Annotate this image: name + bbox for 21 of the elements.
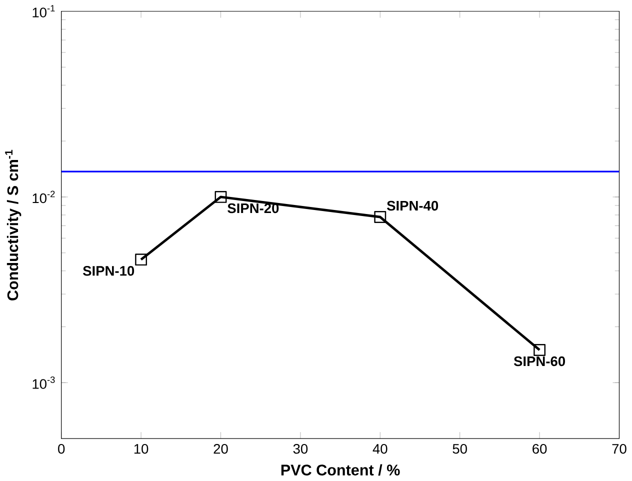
x-axis-title: PVC Content / % <box>281 464 400 476</box>
x-tick-label: 50 <box>452 444 467 454</box>
annotation: SIPN-60 <box>514 356 566 366</box>
annotation: SIPN-10 <box>82 266 134 276</box>
y-axis-title: Conductivity / S cm$^{-1}$ <box>5 150 22 301</box>
x-tick-label: 20 <box>214 444 228 454</box>
x-tick-label: 0 <box>58 444 65 454</box>
point <box>135 254 148 266</box>
x-tick-label: 60 <box>532 444 547 454</box>
annotation: SIPN-20 <box>228 204 279 214</box>
y-tick-label: 10$^{-3}$ <box>32 376 55 390</box>
x-tick-label: 40 <box>372 444 388 454</box>
annotation: SIPN-40 <box>386 200 438 211</box>
x-tick-label: 30 <box>293 444 308 454</box>
point <box>534 344 546 356</box>
point <box>214 191 227 204</box>
point <box>374 211 386 224</box>
x-tick-label: 70 <box>612 444 626 454</box>
x-tick-label: 10 <box>134 444 148 454</box>
y-tick-label: 10$^{-2}$ <box>32 190 55 204</box>
y-tick-label: 10$^{-1}$ <box>32 5 55 18</box>
